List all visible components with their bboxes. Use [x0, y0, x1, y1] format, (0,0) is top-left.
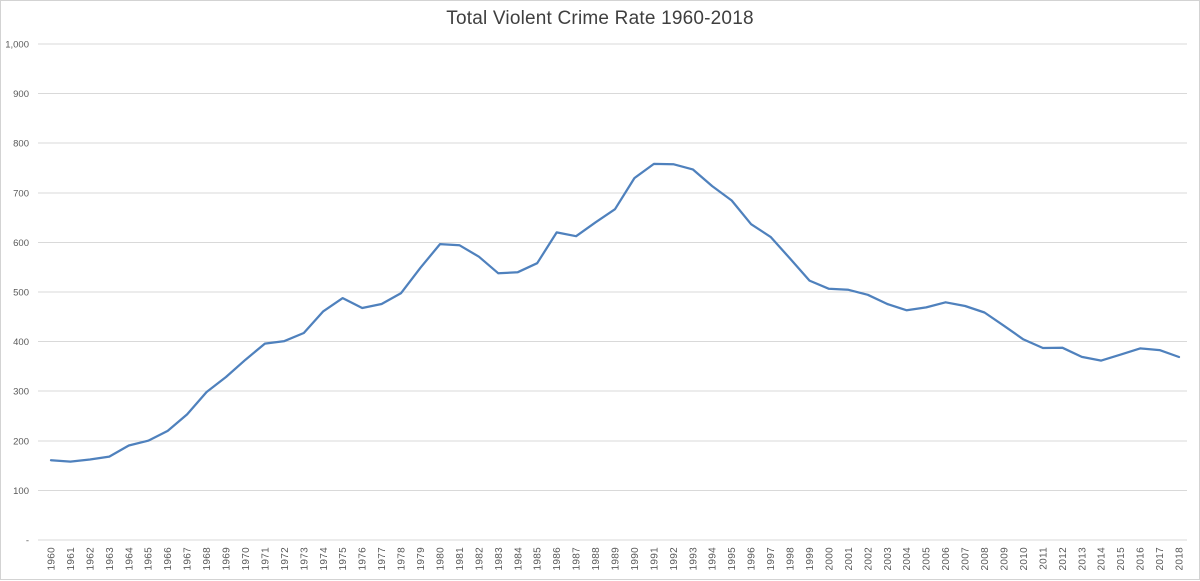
x-axis-tick-label: 1991 [649, 547, 660, 571]
x-axis-tick-label: 1969 [222, 547, 233, 571]
x-axis-tick-label: 1964 [124, 547, 135, 571]
x-axis-tick-label: 1989 [611, 547, 622, 571]
x-axis-tick-label: 1975 [338, 547, 349, 571]
y-axis-tick-label: 500 [13, 288, 29, 299]
x-axis-tick-label: 1961 [66, 547, 77, 571]
y-axis-tick-label: 400 [13, 337, 29, 348]
x-axis-tick-label: 2017 [1155, 547, 1166, 571]
x-axis-tick-label: 1996 [747, 547, 758, 571]
x-axis-tick-label: 1999 [805, 547, 816, 571]
x-axis-tick-label: 1986 [552, 547, 563, 571]
x-axis-tick-label: 1972 [280, 547, 291, 571]
x-axis-tick-label: 1976 [358, 547, 369, 571]
x-axis-tick-label: 2001 [844, 547, 855, 571]
x-axis-tick-label: 1988 [591, 547, 602, 571]
x-axis-tick-label: 1980 [435, 547, 446, 571]
x-axis-tick-label: 2018 [1175, 547, 1186, 571]
y-axis-tick-label: 300 [13, 387, 29, 398]
x-axis-tick-label: 2007 [961, 547, 972, 571]
x-axis-tick-label: 2009 [999, 547, 1010, 571]
x-axis-tick-label: 1985 [533, 547, 544, 571]
y-axis-tick-label: 600 [13, 238, 29, 249]
y-axis-tick-label: 800 [13, 139, 29, 150]
x-axis-tick-label: 1983 [494, 547, 505, 571]
x-axis-tick-label: 1963 [105, 547, 116, 571]
x-axis-tick-label: 1995 [727, 547, 738, 571]
x-axis-tick-label: 1978 [397, 547, 408, 571]
x-axis-tick-label: 2013 [1077, 547, 1088, 571]
x-axis-tick-label: 2011 [1038, 547, 1049, 570]
x-axis-tick-label: 1977 [377, 547, 388, 571]
x-axis-tick-label: 1974 [319, 547, 330, 571]
crime-rate-line-series [49, 162, 1181, 463]
x-axis-tick-label: 1987 [572, 547, 583, 571]
y-axis-tick-label: 700 [13, 188, 29, 199]
x-axis-tick-label: 1967 [183, 547, 194, 571]
x-axis-tick-label: 1998 [786, 547, 797, 571]
x-axis-tick-label: 2000 [824, 547, 835, 571]
x-axis-tick-label: 2016 [1136, 547, 1147, 571]
x-axis-tick-label: 1981 [455, 547, 466, 571]
x-axis-tick-label: 2004 [902, 547, 913, 571]
x-axis-tick-label: 1993 [688, 547, 699, 571]
x-axis-tick-label: 2012 [1058, 547, 1069, 571]
x-axis-tick-label: 1994 [708, 547, 719, 571]
x-axis-tick-label: 2006 [941, 547, 952, 571]
y-axis-tick-label: 200 [13, 436, 29, 447]
x-axis-tick-label: 1970 [241, 547, 252, 571]
x-axis-tick-label: 1997 [766, 547, 777, 571]
x-axis-tick-label: 2014 [1097, 547, 1108, 571]
chart-title: Total Violent Crime Rate 1960-2018 [446, 8, 754, 29]
x-axis-tick-label: 1990 [630, 547, 641, 571]
x-axis-tick-label: 1960 [47, 547, 58, 571]
x-axis-tick-label: 2002 [863, 547, 874, 571]
x-axis-tick-label: 1979 [416, 547, 427, 571]
x-axis-tick-label: 2010 [1019, 547, 1030, 571]
x-axis-tick-label: 1962 [85, 547, 96, 571]
x-axis-tick-label: 1984 [513, 547, 524, 571]
x-axis-tick-label: 1971 [260, 547, 271, 571]
x-axis-tick-label: 1965 [144, 547, 155, 571]
y-axis-tick-label: 900 [13, 89, 29, 100]
x-axis-tick-label: 1973 [299, 547, 310, 571]
x-axis-tick-label: 2015 [1116, 547, 1127, 571]
x-axis-tick-label: 1982 [474, 547, 485, 571]
x-axis-tick-label: 1992 [669, 547, 680, 571]
x-axis-tick-label: 1966 [163, 547, 174, 571]
y-axis-tick-label: 100 [13, 486, 29, 497]
x-axis-tick-label: 2003 [883, 547, 894, 571]
y-axis-tick-label: - [26, 536, 29, 547]
y-axis-tick-label: 1,000 [5, 40, 29, 51]
x-axis-tick-label: 1968 [202, 547, 213, 571]
x-axis-tick-label: 2008 [980, 547, 991, 571]
x-axis-tick-label: 2005 [922, 547, 933, 571]
